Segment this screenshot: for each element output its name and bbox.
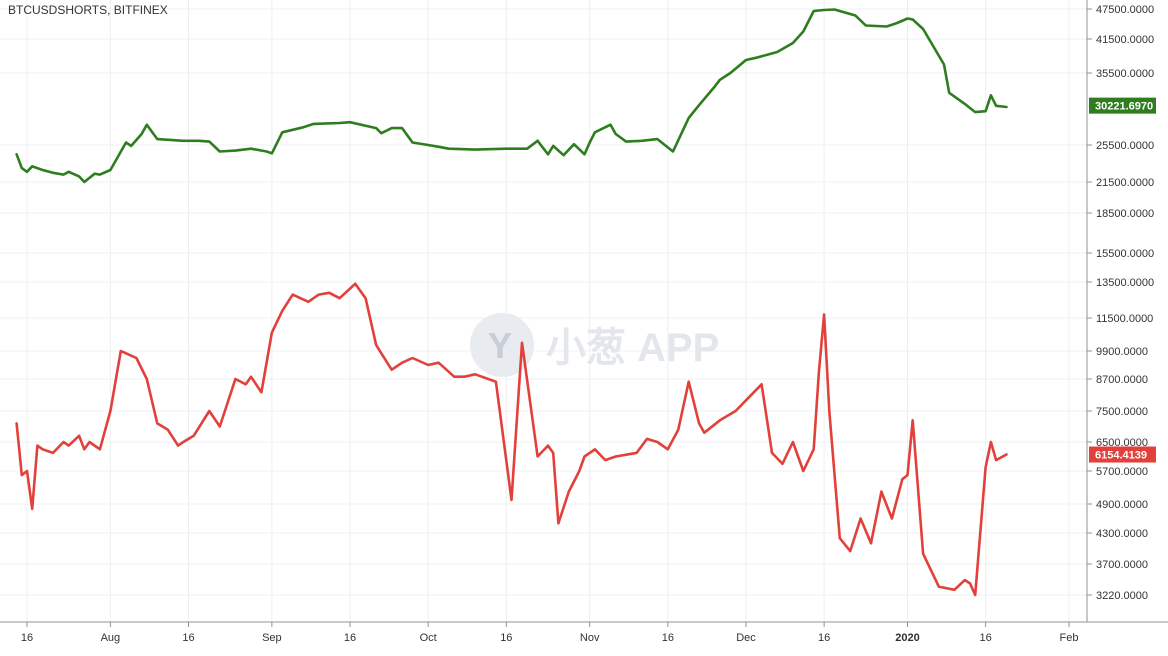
last-value-label: 30221.6970 <box>1095 101 1153 113</box>
y-tick-label: 15500.0000 <box>1096 248 1154 260</box>
y-tick-label: 18500.0000 <box>1096 208 1154 220</box>
y-tick-label: 5700.0000 <box>1096 466 1148 478</box>
y-tick-label: 9900.0000 <box>1096 346 1148 358</box>
watermark-logo-glyph: Y <box>488 325 512 366</box>
y-tick-label: 8700.0000 <box>1096 374 1148 386</box>
y-tick-label: 35500.0000 <box>1096 68 1154 80</box>
last-value-badges: 30221.6970 6154.4139 <box>1089 97 1156 463</box>
chart-title: BTCUSDSHORTS, BITFINEX <box>8 3 168 17</box>
x-tick-label: Oct <box>420 632 437 644</box>
last-value-badge <box>1089 97 1156 114</box>
last-value-label: 6154.4139 <box>1095 450 1147 462</box>
y-tick-label: 25500.0000 <box>1096 140 1154 152</box>
watermark: Y 小葱 APP <box>470 313 719 377</box>
x-tick-label: 16 <box>500 632 512 644</box>
x-tick-label: 16 <box>662 632 674 644</box>
x-tick-label: Aug <box>101 632 121 644</box>
x-axis: 16 Aug 16 Sep 16 Oct 16 Nov 16 Dec 16 2020 16 Feb <box>21 622 1079 644</box>
y-tick-label: 11500.0000 <box>1096 313 1153 325</box>
y-tick-label: 21500.0000 <box>1096 177 1154 189</box>
x-tick-label: 16 <box>818 632 830 644</box>
x-tick-label: 16 <box>980 632 992 644</box>
y-tick-label: 4300.0000 <box>1096 528 1148 540</box>
x-tick-label: 2020 <box>895 632 919 644</box>
y-tick-label: 3220.0000 <box>1096 590 1148 602</box>
y-tick-label: 4900.0000 <box>1096 499 1148 511</box>
watermark-logo-icon <box>470 313 534 377</box>
series-line-1 <box>15 8 1008 184</box>
x-tick-label: Feb <box>1060 632 1079 644</box>
y-tick-label: 3700.0000 <box>1096 559 1148 571</box>
y-tick-label: 6500.0000 <box>1096 437 1148 449</box>
last-value-badge <box>1089 446 1156 463</box>
x-tick-label: Dec <box>736 632 756 644</box>
series-layer <box>15 8 1008 597</box>
x-tick-label: 16 <box>344 632 356 644</box>
series-line-2 <box>15 282 1008 597</box>
watermark-text: 小葱 APP <box>546 326 719 370</box>
y-tick-label: 41500.0000 <box>1096 34 1154 46</box>
y-tick-label: 7500.0000 <box>1096 406 1148 418</box>
y-tick-label: 13500.0000 <box>1096 277 1154 289</box>
grid <box>0 0 1087 622</box>
x-tick-label: 16 <box>182 632 194 644</box>
x-tick-label: Nov <box>580 632 600 644</box>
x-tick-label: 16 <box>21 632 33 644</box>
y-tick-label: 47500.0000 <box>1096 4 1154 16</box>
x-tick-label: Sep <box>262 632 282 644</box>
y-axis: 47500.0000 41500.0000 35500.0000 25500.0000… <box>1087 4 1154 602</box>
